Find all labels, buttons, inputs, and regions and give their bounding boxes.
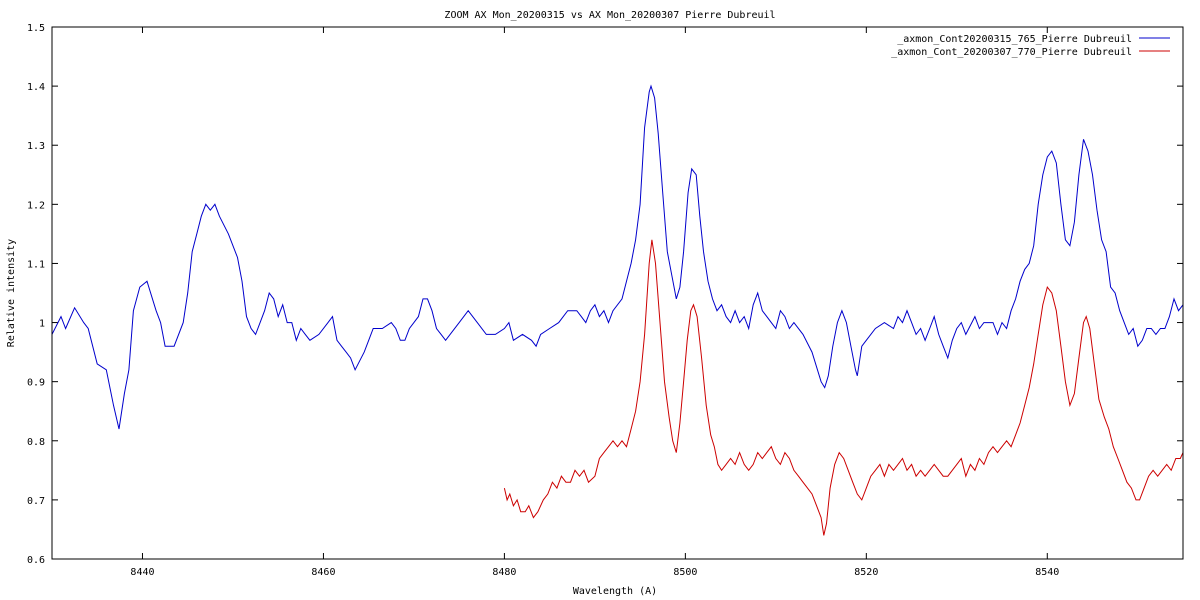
y-tick-label: 0.7 — [27, 496, 45, 507]
x-tick-label: 8500 — [673, 567, 697, 578]
plot-frame — [51, 26, 1184, 560]
y-tick-label: 1.2 — [27, 200, 45, 211]
y-tick-label: 0.8 — [27, 437, 45, 448]
y-tick-label: 1.3 — [27, 141, 45, 152]
x-tick-label: 8480 — [492, 567, 516, 578]
y-tick-label: 0.9 — [27, 378, 45, 389]
x-tick-label: 8520 — [854, 567, 878, 578]
y-tick-label: 0.6 — [27, 555, 45, 566]
legend-label-2: _axmon_Cont_20200307_770_Pierre Dubreuil — [891, 47, 1132, 58]
x-tick-label: 8540 — [1035, 567, 1059, 578]
legend: _axmon_Cont20200315_765_Pierre Dubreuil _… — [891, 34, 1170, 58]
chart-title: ZOOM AX Mon_20200315 vs AX Mon_20200307 … — [444, 10, 775, 21]
y-tick-label: 1.5 — [27, 23, 45, 34]
y-tick-label: 1 — [39, 319, 45, 330]
legend-label-1: _axmon_Cont20200315_765_Pierre Dubreuil — [897, 34, 1132, 45]
y-tick-label: 1.4 — [27, 82, 45, 93]
y-axis-label: Relative intensity — [6, 239, 17, 347]
x-axis-label: Wavelength (A) — [573, 586, 657, 597]
series-line-2 — [503, 239, 1184, 536]
x-tick-label: 8460 — [311, 567, 335, 578]
series-line-1 — [51, 84, 1184, 430]
series-layer — [51, 84, 1184, 536]
x-tick-label: 8440 — [130, 567, 154, 578]
y-tick-label: 1.1 — [27, 259, 45, 270]
